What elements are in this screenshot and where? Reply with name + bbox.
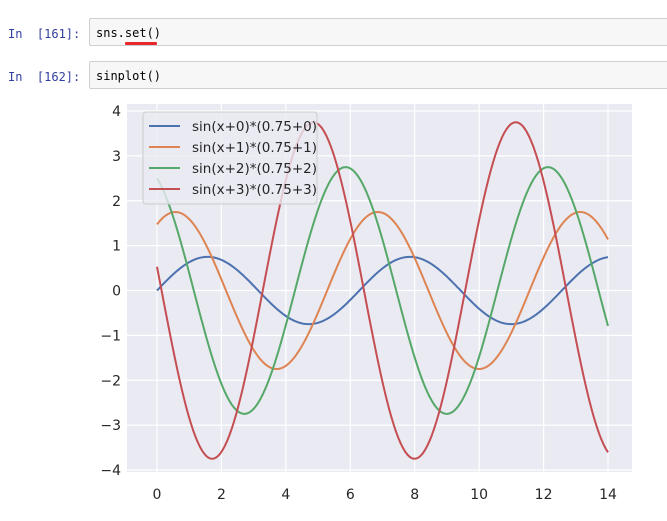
x-tick-label: 14 [599, 487, 617, 503]
legend-label-2: sin(x+2)*(0.75+2) [192, 161, 317, 177]
y-tick-label: 2 [112, 194, 121, 210]
y-tick-label: 1 [112, 239, 121, 255]
code-input[interactable]: sinplot() [89, 61, 667, 89]
y-tick-label: 4 [112, 104, 121, 120]
y-tick-label: −2 [100, 373, 121, 389]
grid [127, 104, 632, 472]
legend-label-3: sin(x+3)*(0.75+3) [192, 182, 317, 198]
cell-prompt: In [162]: [8, 70, 81, 84]
legend: sin(x+0)*(0.75+0) sin(x+1)*(0.75+1) sin(x+… [142, 111, 318, 205]
x-tick-label: 0 [153, 487, 162, 503]
series-line-2 [156, 166, 609, 415]
code-text[interactable]: sinplot() [96, 69, 162, 83]
x-tick-label: 2 [217, 487, 226, 503]
code-cell-1: In [161]: sns.set() [0, 18, 667, 48]
x-tick-label: 4 [281, 487, 290, 503]
error-underline [125, 42, 157, 45]
legend-box [142, 111, 318, 205]
x-tick-label: 8 [410, 487, 419, 503]
legend-label-1: sin(x+1)*(0.75+1) [192, 140, 317, 156]
x-tick-label: 12 [535, 487, 553, 503]
series-line-1 [156, 210, 609, 371]
code-text[interactable]: sns.set() [96, 26, 162, 40]
series-line-0 [156, 255, 609, 326]
y-tick-label: 0 [112, 284, 121, 300]
legend-label-0: sin(x+0)*(0.75+0) [192, 119, 317, 135]
code-input[interactable]: sns.set() [89, 18, 667, 46]
code-cell-2: In [162]: sinplot() [0, 61, 667, 91]
cell-prompt: In [161]: [8, 27, 81, 41]
y-tick-label: −1 [100, 328, 121, 344]
y-tick-label: 3 [112, 149, 121, 165]
x-tick-label: 10 [470, 487, 488, 503]
series-line-3 [156, 121, 609, 460]
x-tick-label: 6 [346, 487, 355, 503]
y-tick-label: −4 [100, 463, 121, 479]
y-tick-label: −3 [100, 418, 121, 434]
series-group [156, 121, 609, 460]
